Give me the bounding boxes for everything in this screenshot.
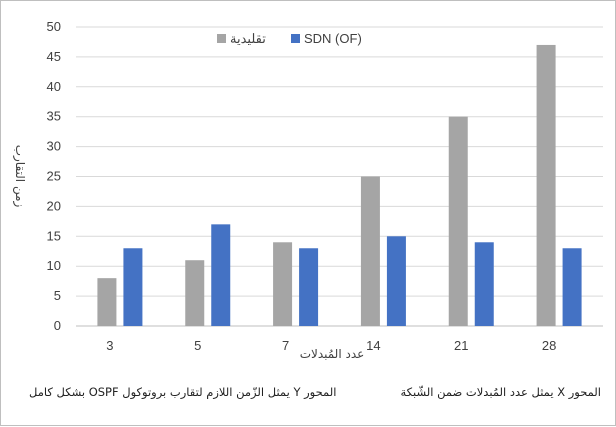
- y-tick-label: 15: [47, 228, 61, 243]
- y-tick-label: 45: [47, 49, 61, 64]
- x-tick-label: 3: [106, 338, 113, 353]
- bar-sdn-5: [211, 224, 231, 326]
- legend-label-traditional: تقليدية: [230, 31, 266, 46]
- legend-swatch-traditional: [217, 34, 226, 43]
- x-tick-label: 14: [366, 338, 380, 353]
- y-tick-label: 50: [47, 19, 61, 34]
- y-tick-label: 30: [47, 139, 61, 154]
- y-tick-label: 40: [47, 79, 61, 94]
- y-tick-label: 0: [54, 318, 61, 333]
- y-axis-title: زمن التقارب: [12, 145, 27, 208]
- gridlines: [76, 26, 603, 327]
- bars: [97, 44, 582, 326]
- bar-traditional-7: [273, 242, 293, 326]
- bar-traditional-3: [97, 278, 117, 326]
- caption-x-axis: المحور X يمثل عدد المُبدلات ضمن الشّبكة: [400, 385, 602, 399]
- y-tick-label: 5: [54, 288, 61, 303]
- bar-sdn-3: [123, 248, 143, 326]
- legend-label-sdn: SDN (OF): [304, 31, 362, 46]
- x-tick-label: 28: [542, 338, 556, 353]
- bar-traditional-14: [360, 176, 380, 326]
- y-axis-ticks: 0 5 10 15 20 25 30 35 40 45 50: [47, 19, 61, 333]
- bar-traditional-28: [536, 44, 556, 326]
- x-axis-title: عدد المُبدلات: [300, 347, 365, 361]
- bar-sdn-28: [562, 248, 582, 326]
- y-tick-label: 25: [47, 169, 61, 184]
- caption-y-axis: المحور Y يمثل الزّمن اللازم لتقارب بروتو…: [29, 385, 337, 399]
- bar-sdn-7: [299, 248, 319, 326]
- x-tick-label: 5: [194, 338, 201, 353]
- bar-sdn-14: [386, 236, 406, 326]
- x-axis-ticks: 3 5 7 14 21 28: [106, 338, 556, 353]
- y-tick-label: 10: [47, 258, 61, 273]
- y-tick-label: 35: [47, 109, 61, 124]
- x-tick-label: 21: [454, 338, 468, 353]
- legend-swatch-sdn: [291, 34, 300, 43]
- legend: تقليدية SDN (OF): [217, 31, 362, 46]
- x-tick-label: 7: [282, 338, 289, 353]
- bar-sdn-21: [474, 242, 494, 326]
- bar-traditional-5: [185, 260, 205, 326]
- y-tick-label: 20: [47, 198, 61, 213]
- bar-traditional-21: [448, 116, 468, 326]
